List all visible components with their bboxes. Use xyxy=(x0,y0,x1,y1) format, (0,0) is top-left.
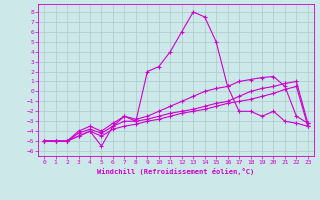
X-axis label: Windchill (Refroidissement éolien,°C): Windchill (Refroidissement éolien,°C) xyxy=(97,168,255,175)
